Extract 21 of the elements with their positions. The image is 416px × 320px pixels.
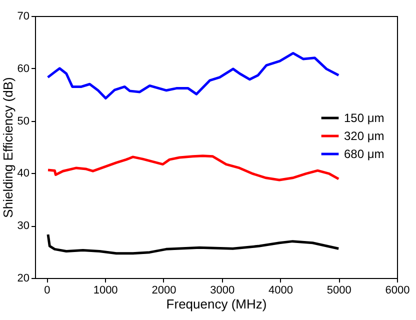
legend-label: 680 μm [344, 147, 384, 161]
x-tick-label: 1000 [93, 284, 118, 296]
legend-label: 150 μm [344, 111, 384, 125]
y-tick-label: 40 [17, 168, 30, 180]
y-axis-title: Shielding Efficiency (dB) [0, 77, 16, 218]
y-tick-label: 60 [17, 62, 30, 75]
x-tick-label: 4000 [268, 284, 293, 296]
x-axis-title: Frequency (MHz) [166, 296, 267, 312]
x-tick-label: 0 [44, 284, 50, 296]
legend-label: 320 μm [344, 129, 384, 143]
line-series [46, 52, 340, 100]
y-tick-label: 30 [17, 220, 30, 232]
x-tick-label: 5000 [326, 284, 352, 296]
x-tick-label: 3000 [210, 284, 235, 296]
line-series [46, 154, 340, 182]
x-tick-label: 2000 [152, 284, 176, 296]
x-tick-label: 6000 [385, 284, 410, 296]
y-tick-label: 70 [17, 10, 30, 22]
line-series [46, 233, 340, 255]
y-tick-label: 50 [17, 115, 30, 128]
y-tick-label: 20 [17, 272, 30, 284]
